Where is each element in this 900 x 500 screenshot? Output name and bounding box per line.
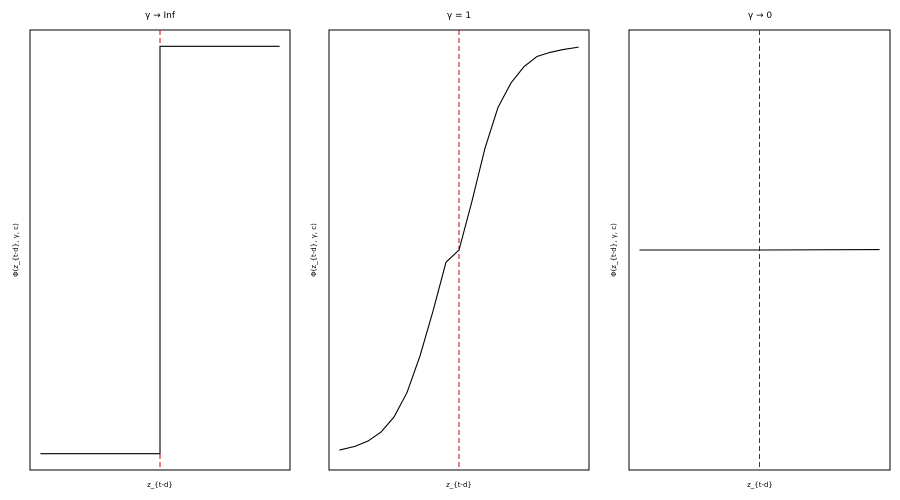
y-axis-label: Φ(z_{t-d}, γ, c) [610,223,618,277]
panel-gamma-0: γ → 0 z_{t-d} Φ(z_{t-d}, γ, c) [610,11,891,489]
transition-curve [40,45,280,455]
panel-title: γ = 1 [447,11,471,21]
panel-gamma-inf: γ → Inf z_{t-d} Φ(z_{t-d}, γ, c) [12,11,291,489]
x-axis-label: z_{t-d} [747,481,773,489]
panel-gamma-1: γ = 1 z_{t-d} Φ(z_{t-d}, γ, c) [310,11,590,489]
panel-title: γ → 0 [748,11,773,21]
x-axis-label: z_{t-d} [446,481,472,489]
transition-curve [339,46,579,451]
y-axis-label: Φ(z_{t-d}, γ, c) [12,223,20,277]
panel-title: γ → Inf [145,11,176,21]
y-axis-label: Φ(z_{t-d}, γ, c) [310,223,318,277]
x-axis-label: z_{t-d} [147,481,173,489]
